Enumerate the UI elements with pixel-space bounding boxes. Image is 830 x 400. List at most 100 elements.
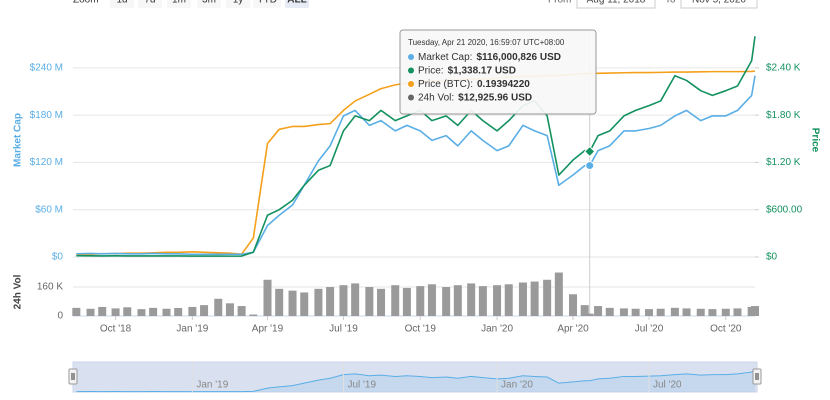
tooltip-label: 24h Vol: (418, 92, 454, 103)
volume-bar (188, 306, 197, 316)
zoom-button-label[interactable]: 1y (233, 0, 244, 6)
tooltip-bullet (408, 94, 414, 101)
zoom-button[interactable] (167, 0, 191, 8)
zoom-button-label[interactable]: 1d (116, 0, 127, 6)
zoom-button[interactable] (285, 0, 309, 8)
navigator-handle[interactable] (752, 368, 762, 385)
y-tick-label: $0 (52, 252, 64, 263)
zoom-button[interactable] (138, 0, 162, 8)
volume-bar (644, 309, 653, 316)
volume-axis-title: 24h Vol (13, 274, 24, 309)
tooltip-label: Price (BTC): (418, 79, 473, 90)
x-tick-label: Oct '19 (405, 324, 437, 335)
zoom-button[interactable] (197, 0, 221, 8)
x-tick-label: Jul '19 (329, 324, 358, 335)
volume-bar (237, 306, 246, 316)
tooltip-label: Market Cap: (418, 52, 472, 63)
zoom-button-label[interactable]: YTD (257, 0, 277, 6)
volume-bar (200, 305, 209, 316)
volume-bar (670, 307, 679, 316)
volume-bar (585, 313, 594, 316)
zoom-button-label[interactable]: 3m (202, 0, 216, 6)
volume-tick-label: 160 K (37, 282, 63, 293)
volume-bar (569, 294, 578, 316)
x-tick-label: Oct '18 (100, 324, 132, 335)
volume-bar (631, 308, 640, 316)
y-axis-title: Market Cap (13, 113, 24, 167)
zoom-button-label[interactable]: ALL (287, 0, 306, 6)
x-tick-label: Oct '20 (710, 324, 742, 335)
navigator-handle[interactable] (68, 368, 78, 385)
to-value[interactable]: Nov 5, 2020 (692, 0, 746, 6)
volume-bar (174, 308, 183, 316)
volume-bar (619, 308, 628, 316)
zoom-button[interactable] (226, 0, 250, 8)
to-input[interactable] (680, 0, 758, 9)
x-tick-label: Jul '20 (635, 324, 664, 335)
volume-bar (656, 308, 665, 316)
navigator-tick-label: Jul '19 (347, 380, 376, 391)
y2-tick-label: $1.20 K (766, 157, 801, 168)
tooltip-bullet (408, 54, 414, 60)
tooltip-label: Price: (418, 65, 444, 76)
tooltip-row: Price (BTC): 0.19394220 (418, 79, 530, 90)
hover-marker (585, 161, 595, 171)
navigator-tick-label: Jan '20 (501, 380, 533, 391)
tooltip-value: $12,925.96 USD (458, 92, 532, 103)
y-tick-label: $120 M (30, 157, 63, 168)
volume-bar (733, 308, 742, 316)
volume-bar (288, 290, 297, 316)
volume-bar (530, 281, 539, 316)
volume-tick-label: 0 (57, 311, 63, 322)
volume-bar (682, 308, 691, 316)
y2-tick-label: $1.80 K (766, 110, 801, 121)
volume-bar (580, 305, 589, 316)
from-label: From (548, 0, 571, 6)
series-line (76, 36, 756, 257)
volume-bar (339, 285, 348, 316)
volume-bar (137, 309, 146, 316)
volume-bar (442, 287, 451, 316)
volume-bar (416, 286, 425, 316)
volume-bar (696, 308, 705, 316)
volume-bar (86, 308, 95, 316)
volume-bar (225, 303, 234, 316)
tooltip-bullet (408, 81, 414, 87)
tooltip-value: $116,000,826 USD (476, 52, 561, 63)
y-tick-label: $240 M (30, 62, 63, 73)
volume-bar (72, 307, 81, 316)
volume-bar (543, 279, 552, 316)
y2-tick-label: $2.40 K (766, 62, 801, 73)
zoom-button[interactable] (253, 0, 281, 8)
volume-bar (111, 308, 120, 316)
volume-bar (263, 279, 272, 316)
tooltip-box (399, 29, 597, 115)
volume-bar (326, 287, 335, 316)
tooltip-row: Market Cap: $116,000,826 USD (418, 52, 561, 63)
volume-bar (554, 272, 563, 316)
from-input[interactable] (576, 0, 656, 9)
tooltip-bullet (408, 67, 414, 74)
navigator-line (76, 369, 756, 393)
zoom-button-label[interactable]: 1m (172, 0, 186, 6)
volume-bar (162, 308, 171, 316)
from-value[interactable]: Aug 11, 2018 (587, 0, 646, 6)
to-label: To (665, 0, 676, 6)
series-line (76, 75, 756, 256)
volume-bar (402, 287, 411, 316)
tooltip-title: Tuesday, Apr 21 2020, 16:59:07 UTC+08:00 (408, 38, 565, 47)
tooltip-row: 24h Vol: $12,925.96 USD (418, 92, 532, 103)
volume-bar (351, 283, 360, 316)
zoom-button-label[interactable]: 7d (144, 0, 155, 6)
x-tick-label: Apr '19 (252, 324, 284, 335)
tooltip-value: 0.19394220 (477, 79, 530, 90)
volume-bar (275, 288, 284, 316)
zoom-label: Zoom (73, 0, 99, 6)
volume-bar (391, 285, 400, 316)
volume-bar (708, 309, 717, 316)
volume-bar (427, 284, 436, 316)
volume-bar (478, 286, 487, 316)
zoom-button[interactable] (110, 0, 134, 8)
volume-bar (605, 307, 614, 316)
